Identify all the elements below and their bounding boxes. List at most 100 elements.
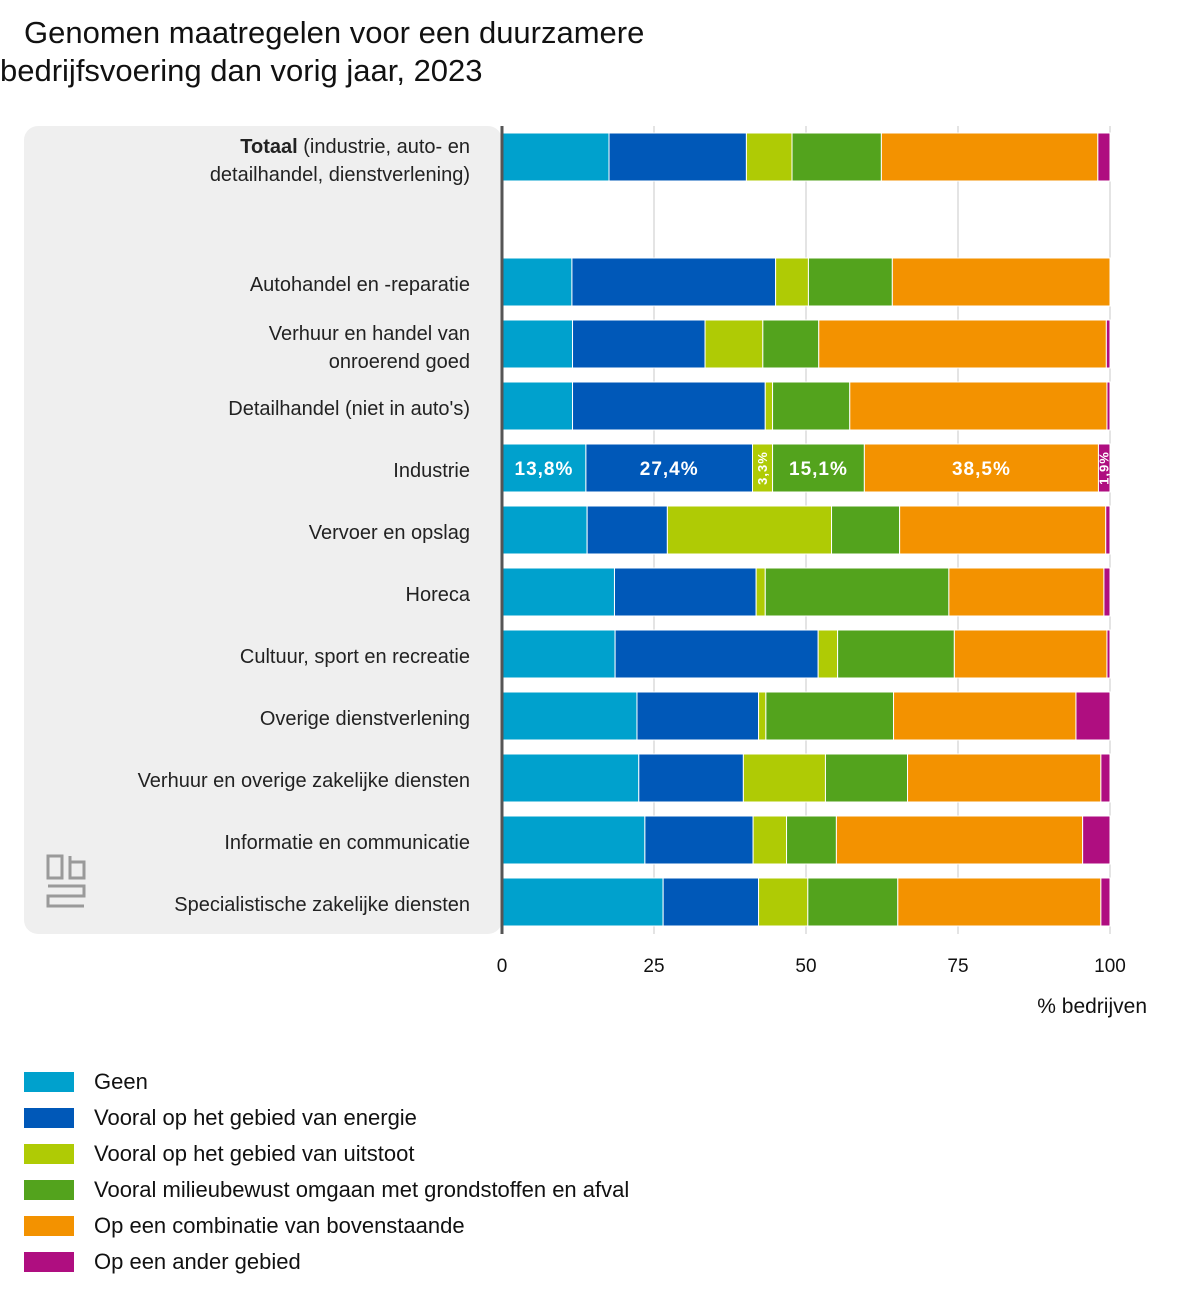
category-label: onroerend goed bbox=[329, 351, 470, 373]
data-label: 27,4% bbox=[640, 459, 699, 480]
label-panel-background bbox=[24, 126, 502, 934]
bar-segment bbox=[501, 257, 573, 307]
x-axis-unit-label: % bedrijven bbox=[1037, 995, 1147, 1018]
bar-segment bbox=[501, 877, 664, 927]
chart-title-line1: Genomen maatregelen voor een duurzamere bbox=[24, 15, 645, 50]
bar-segment bbox=[891, 257, 1111, 307]
data-label: 15,1% bbox=[789, 459, 848, 480]
legend-label: Op een combinatie van bovenstaande bbox=[94, 1213, 465, 1238]
bar-segment bbox=[893, 691, 1077, 741]
legend-item: Op een ander gebied bbox=[24, 1244, 629, 1280]
legend-label: Vooral op het gebied van energie bbox=[94, 1105, 417, 1130]
legend-label: Vooral op het gebied van uitstoot bbox=[94, 1141, 415, 1166]
bar-segment bbox=[1082, 815, 1111, 865]
bar-segment bbox=[1097, 132, 1111, 182]
bar-segment bbox=[831, 505, 901, 555]
bar-segment bbox=[897, 877, 1102, 927]
bar-segment bbox=[501, 691, 638, 741]
bar-segment bbox=[948, 567, 1105, 617]
bar-segment bbox=[953, 629, 1108, 679]
x-tick-label: 50 bbox=[795, 956, 816, 977]
bar-segment bbox=[572, 319, 706, 369]
bar-segment bbox=[817, 629, 839, 679]
bar-segment bbox=[755, 567, 766, 617]
bar-segment bbox=[585, 443, 753, 493]
bar-segment bbox=[608, 132, 747, 182]
legend-item: Vooral op het gebied van energie bbox=[24, 1100, 629, 1136]
bar-segment bbox=[899, 505, 1107, 555]
legend-label: Op een ander gebied bbox=[94, 1249, 301, 1274]
stacked-bar-chart: 13,8% 27,4% 3,3% 15,1% 38,5% 1,9% Totaal (ind… bbox=[24, 126, 1147, 1018]
bar-segment bbox=[613, 567, 757, 617]
bar-segment bbox=[863, 443, 1099, 493]
legend-swatch bbox=[24, 1252, 74, 1272]
category-label: Overige dienstverlening bbox=[260, 708, 470, 730]
bar-segment bbox=[1075, 691, 1111, 741]
bar-segment bbox=[501, 505, 588, 555]
bar-segment bbox=[745, 132, 793, 182]
data-label: 13,8% bbox=[515, 459, 574, 480]
bar-segment bbox=[501, 567, 615, 617]
x-tick-label: 25 bbox=[643, 956, 664, 977]
bar-segment bbox=[572, 381, 766, 431]
legend-swatch bbox=[24, 1216, 74, 1236]
bar-segment bbox=[666, 505, 833, 555]
data-label: 3,3% bbox=[755, 451, 770, 485]
category-label: Industrie bbox=[393, 460, 470, 482]
data-label: 1,9% bbox=[1097, 451, 1112, 485]
bar-segment bbox=[824, 753, 909, 803]
bar-segment bbox=[807, 257, 893, 307]
bar-segment bbox=[880, 132, 1099, 182]
chart-title: Genomen maatregelen voor een duurzamere … bbox=[0, 14, 760, 90]
x-tick-label: 100 bbox=[1094, 956, 1126, 977]
bar-segment bbox=[818, 319, 1107, 369]
bar-segment bbox=[1100, 753, 1111, 803]
category-label: Verhuur en handel van bbox=[269, 323, 470, 345]
legend-swatch bbox=[24, 1180, 74, 1200]
bar-segment bbox=[752, 815, 788, 865]
bar-segment bbox=[907, 753, 1102, 803]
bar-segment bbox=[501, 753, 640, 803]
bar-segment bbox=[764, 381, 774, 431]
x-tick-labels: 0 25 50 75 100 bbox=[497, 956, 1126, 977]
bar-segment bbox=[772, 443, 865, 493]
bar-segment bbox=[662, 877, 760, 927]
bar-segment bbox=[742, 753, 826, 803]
bar-segment bbox=[758, 691, 767, 741]
bar-segment bbox=[586, 505, 668, 555]
bar-segment bbox=[614, 629, 819, 679]
legend: Geen Vooral op het gebied van energie Voor… bbox=[24, 1064, 629, 1280]
bar-segment bbox=[1097, 443, 1111, 493]
legend-item: Geen bbox=[24, 1064, 629, 1100]
legend-swatch bbox=[24, 1144, 74, 1164]
bar-segment bbox=[638, 753, 744, 803]
category-label: Vervoer en opslag bbox=[309, 522, 470, 544]
x-tick-label: 0 bbox=[497, 956, 508, 977]
bar-segment bbox=[501, 381, 574, 431]
bar-segment bbox=[704, 319, 764, 369]
category-label: detailhandel, dienstverlening) bbox=[210, 164, 470, 186]
bar-segment bbox=[807, 877, 899, 927]
cbs-logo bbox=[46, 854, 86, 908]
legend-swatch bbox=[24, 1108, 74, 1128]
legend-label: Geen bbox=[94, 1069, 148, 1094]
bar-segment bbox=[1106, 629, 1111, 679]
legend-item: Vooral op het gebied van uitstoot bbox=[24, 1136, 629, 1172]
category-label: Autohandel en -reparatie bbox=[250, 274, 470, 296]
bar-segment bbox=[775, 257, 809, 307]
category-label: Verhuur en overige zakelijke diensten bbox=[138, 770, 470, 792]
bar-segment bbox=[791, 132, 882, 182]
bar-segment bbox=[772, 381, 851, 431]
bar-segment bbox=[636, 691, 760, 741]
bar-segment bbox=[1103, 567, 1111, 617]
category-label: Totaal (industrie, auto- en bbox=[240, 136, 470, 158]
bar-segment bbox=[501, 815, 646, 865]
legend-item: Op een combinatie van bovenstaande bbox=[24, 1208, 629, 1244]
bar-segment bbox=[764, 567, 950, 617]
bar-segment bbox=[765, 691, 895, 741]
data-label: 38,5% bbox=[952, 459, 1011, 480]
bar-segment bbox=[786, 815, 837, 865]
bars: 13,8% 27,4% 3,3% 15,1% 38,5% 1,9% bbox=[501, 132, 1112, 927]
category-label: Horeca bbox=[406, 584, 471, 606]
bar-segment bbox=[571, 257, 777, 307]
